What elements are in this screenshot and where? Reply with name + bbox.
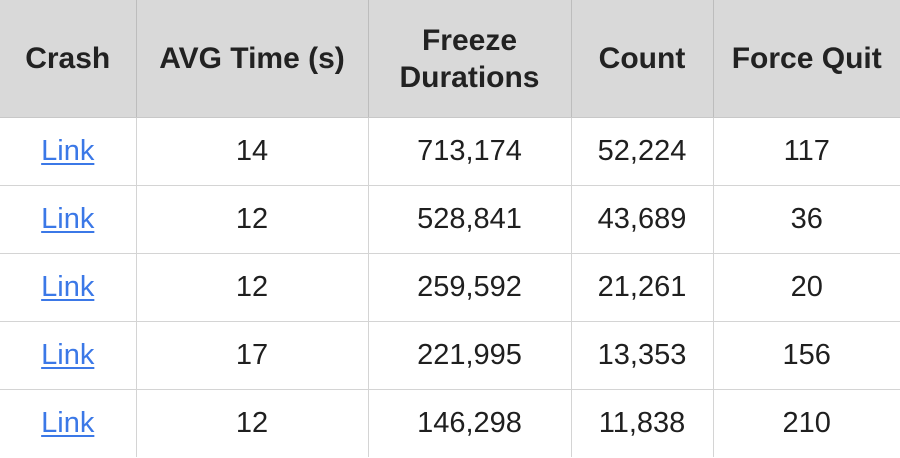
avg-time-cell: 12	[136, 389, 369, 457]
header-count: Count	[571, 0, 714, 118]
count-cell: 13,353	[571, 321, 714, 390]
table-row: Link 17 221,995 13,353 156	[0, 321, 900, 390]
avg-time-cell: 17	[136, 321, 369, 390]
crash-link[interactable]: Link	[41, 271, 95, 303]
freeze-durations-cell: 221,995	[368, 321, 572, 390]
avg-time-cell: 14	[136, 117, 369, 186]
table-row: Link 12 259,592 21,261 20	[0, 253, 900, 322]
force-quit-cell: 117	[713, 117, 900, 186]
freeze-durations-cell: 528,841	[368, 185, 572, 254]
header-row: Crash AVG Time (s) Freeze Durations Coun…	[0, 0, 900, 118]
crash-cell: Link	[0, 185, 137, 254]
table-header: Crash AVG Time (s) Freeze Durations Coun…	[0, 0, 900, 118]
header-freeze-durations: Freeze Durations	[368, 0, 572, 118]
header-freeze-durations-label: Freeze Durations	[399, 23, 540, 94]
header-crash: Crash	[0, 0, 137, 118]
freeze-durations-cell: 146,298	[368, 389, 572, 457]
table-row: Link 12 528,841 43,689 36	[0, 185, 900, 254]
crash-cell: Link	[0, 389, 137, 457]
crash-cell: Link	[0, 117, 137, 186]
crash-cell: Link	[0, 253, 137, 322]
force-quit-cell: 156	[713, 321, 900, 390]
force-quit-cell: 36	[713, 185, 900, 254]
crash-link[interactable]: Link	[41, 339, 95, 371]
force-quit-cell: 20	[713, 253, 900, 322]
crash-link[interactable]: Link	[41, 135, 95, 167]
table-row: Link 14 713,174 52,224 117	[0, 117, 900, 186]
count-cell: 43,689	[571, 185, 714, 254]
freeze-durations-cell: 259,592	[368, 253, 572, 322]
header-force-quit: Force Quit	[713, 0, 900, 118]
count-cell: 52,224	[571, 117, 714, 186]
table-body: Link 14 713,174 52,224 117 Link 12 528,8…	[0, 117, 900, 457]
crash-cell: Link	[0, 321, 137, 390]
table-row: Link 12 146,298 11,838 210	[0, 389, 900, 457]
count-cell: 21,261	[571, 253, 714, 322]
count-cell: 11,838	[571, 389, 714, 457]
crash-link[interactable]: Link	[41, 203, 95, 235]
avg-time-cell: 12	[136, 185, 369, 254]
freeze-durations-cell: 713,174	[368, 117, 572, 186]
crash-link[interactable]: Link	[41, 407, 95, 439]
force-quit-cell: 210	[782, 407, 831, 439]
avg-time-cell: 12	[136, 253, 369, 322]
header-avg-time: AVG Time (s)	[136, 0, 369, 118]
